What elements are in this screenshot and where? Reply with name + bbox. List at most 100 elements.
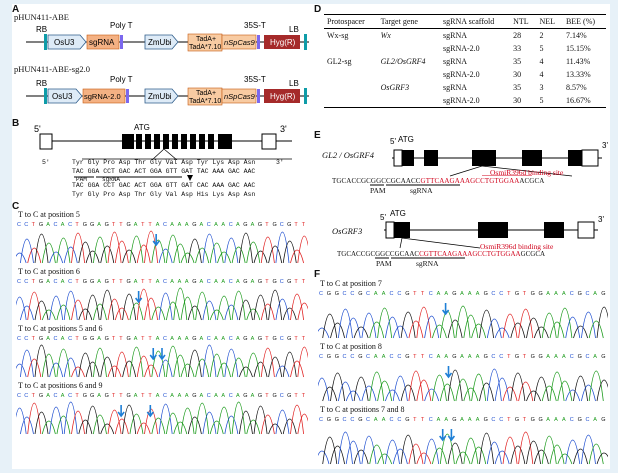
f-trace-peak bbox=[502, 386, 518, 402]
f-trace-peak bbox=[573, 325, 588, 339]
c-base-call: A bbox=[214, 336, 218, 342]
f-trace-peak bbox=[424, 315, 440, 339]
c-base-call: A bbox=[221, 279, 225, 285]
c-base-call: G bbox=[83, 279, 87, 285]
zmubi-label-1: ZmUbi bbox=[148, 38, 172, 47]
f-base-call: A bbox=[554, 291, 558, 297]
f-trace-peak bbox=[494, 450, 510, 465]
c-base-call: G bbox=[273, 279, 277, 285]
f-base-call: A bbox=[562, 291, 566, 297]
c-trace-peak bbox=[217, 406, 231, 435]
c-base-call: A bbox=[97, 336, 101, 342]
f-base-call: G bbox=[452, 417, 456, 423]
c-trace-peak bbox=[260, 347, 275, 378]
f-base-call: C bbox=[570, 354, 574, 360]
f-base-call: T bbox=[413, 291, 417, 297]
c-trace-peak bbox=[100, 356, 115, 378]
f-base-call: C bbox=[319, 417, 323, 423]
c-base-call: C bbox=[207, 336, 211, 342]
f-base-call: A bbox=[562, 354, 566, 360]
f-base-call: A bbox=[460, 291, 464, 297]
f-base-call: T bbox=[507, 417, 511, 423]
f-base-call: G bbox=[335, 417, 339, 423]
c-base-call: C bbox=[54, 393, 58, 399]
c-trace-peak bbox=[144, 297, 158, 321]
c-trace-peak bbox=[20, 349, 34, 378]
c-base-call: T bbox=[112, 222, 116, 228]
f-trace-peak bbox=[330, 322, 345, 339]
e-three-1: 3' bbox=[602, 141, 608, 150]
sgrna-box-1 bbox=[86, 34, 120, 50]
f-base-call: A bbox=[554, 354, 558, 360]
f-trace-peak bbox=[455, 378, 471, 402]
table-header-row: Protospacer Target gene sgRNA scaffold N… bbox=[324, 14, 606, 29]
f-base-call: A bbox=[437, 417, 441, 423]
f-base-call: G bbox=[484, 354, 488, 360]
c-trace-peak bbox=[217, 295, 231, 321]
c-trace-peak bbox=[93, 236, 107, 264]
gene-structure-b: 5' 3' ATG bbox=[34, 123, 292, 160]
c-trace-peak bbox=[217, 251, 231, 264]
c-trace-peak bbox=[136, 422, 151, 435]
f-base-call: A bbox=[546, 354, 550, 360]
c-trace-peak bbox=[158, 248, 173, 264]
f-trace-peak bbox=[385, 389, 400, 402]
c-base-call: G bbox=[105, 336, 109, 342]
f-base-call: G bbox=[484, 417, 488, 423]
cell: sgRNA bbox=[443, 57, 468, 66]
c-base-call: G bbox=[127, 393, 131, 399]
f-base-call: A bbox=[444, 417, 448, 423]
f-base-call: A bbox=[476, 417, 480, 423]
f-trace-peak bbox=[432, 374, 447, 402]
c-base-call: T bbox=[75, 393, 79, 399]
f-base-call: G bbox=[405, 291, 409, 297]
c-base-call: T bbox=[32, 336, 36, 342]
f-trace-peak bbox=[463, 437, 479, 465]
f-base-call: G bbox=[515, 354, 519, 360]
f-base-call: C bbox=[366, 417, 370, 423]
table-row: OsGRF3 sgRNA 35 3 8.57% bbox=[324, 81, 606, 94]
f-trace-peak bbox=[432, 447, 447, 465]
f-base-call: G bbox=[539, 291, 543, 297]
f-base-call: G bbox=[327, 417, 331, 423]
c-base-call: G bbox=[258, 393, 262, 399]
c-base-call: C bbox=[163, 222, 167, 228]
f-base-call: A bbox=[460, 354, 464, 360]
f-trace-peak bbox=[541, 435, 557, 465]
c-trace-peak bbox=[122, 360, 137, 378]
f-base-call: G bbox=[405, 417, 409, 423]
f-base-call: C bbox=[343, 291, 347, 297]
f-trace-peak bbox=[392, 375, 408, 402]
c-trace-peak bbox=[100, 423, 115, 435]
c-base-call: C bbox=[229, 336, 233, 342]
c-base-call: C bbox=[24, 336, 28, 342]
c-trace-peak bbox=[195, 291, 210, 321]
c-trace-peak bbox=[268, 245, 283, 264]
f-base-call: A bbox=[593, 417, 597, 423]
c-trace-peak bbox=[166, 412, 180, 435]
c-trace-peak bbox=[180, 296, 195, 321]
c-base-call: G bbox=[287, 393, 291, 399]
b-seq-1: TAC GGA CCT GAC ACT GGA GTT GAT TAC AAA … bbox=[72, 168, 256, 175]
f-base-call: A bbox=[382, 417, 386, 423]
c-base-call: T bbox=[119, 393, 123, 399]
c-trace-peak bbox=[239, 299, 253, 321]
c-base-call: G bbox=[90, 393, 94, 399]
c-base-call: A bbox=[178, 336, 182, 342]
c-trace-peak bbox=[34, 233, 49, 264]
f-trace-peak bbox=[322, 436, 338, 465]
e-five-2: 5' bbox=[380, 213, 386, 222]
c-trace-peak bbox=[246, 419, 261, 435]
f-trace-peak bbox=[369, 444, 385, 465]
c-chrom-label: T to C at position 5 bbox=[18, 210, 80, 219]
cell: 2 bbox=[539, 31, 544, 40]
c-base-call: A bbox=[236, 336, 240, 342]
c-base-call: A bbox=[46, 336, 50, 342]
c-trace-peak bbox=[166, 234, 180, 264]
c-trace-peak bbox=[49, 362, 64, 378]
c-trace-peak bbox=[114, 418, 129, 435]
nspcas9-box-1 bbox=[221, 34, 257, 50]
f-trace-peak bbox=[361, 385, 377, 402]
